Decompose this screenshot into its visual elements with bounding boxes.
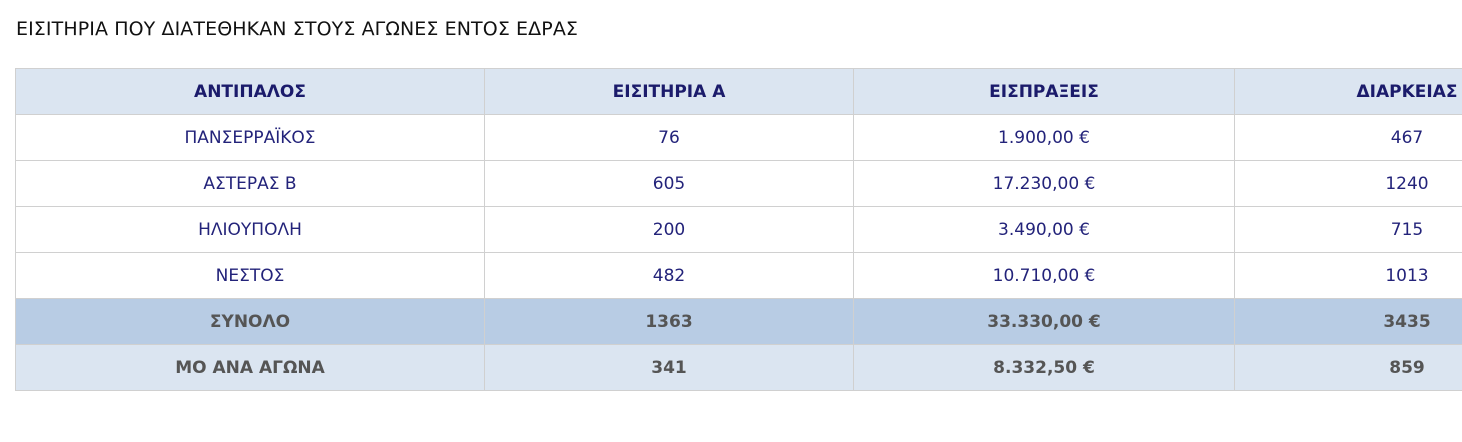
header-row: ΑΝΤΙΠΑΛΟΣ ΕΙΣΙΤΗΡΙΑ Α ΕΙΣΠΡΑΞΕΙΣ ΔΙΑΡΚΕΙΑΣ: [15, 68, 1462, 115]
cell: 10.710,00 €: [853, 252, 1235, 299]
cell: 715: [1234, 206, 1462, 253]
data-row: ΝΕΣΤΟΣ 482 10.710,00 €1013: [15, 252, 1462, 299]
cell: 3435: [1234, 298, 1462, 345]
cell: 1013: [1234, 252, 1462, 299]
total-row: ΣΥΝΟΛΟ 1363 33.330,00 €3435: [15, 298, 1462, 345]
cell: ΠΑΝΣΕΡΡΑΪΚΟΣ: [15, 114, 485, 161]
data-row: ΠΑΝΣΕΡΡΑΪΚΟΣ 76 1.900,00 €467: [15, 114, 1462, 161]
header-cell: ΕΙΣΙΤΗΡΙΑ Α: [484, 68, 854, 115]
data-row: ΗΛΙΟΥΠΟΛΗ 200 3.490,00 €715: [15, 206, 1462, 253]
cell: ΗΛΙΟΥΠΟΛΗ: [15, 206, 485, 253]
cell: 605: [484, 160, 854, 207]
average-row: ΜΟ ΑΝΑ ΑΓΩΝΑ 341 8.332,50 €859: [15, 344, 1462, 391]
cell: 1240: [1234, 160, 1462, 207]
cell: 8.332,50 €: [853, 344, 1235, 391]
cell: 76: [484, 114, 854, 161]
header-cell: ΔΙΑΡΚΕΙΑΣ: [1234, 68, 1462, 115]
cell: 859: [1234, 344, 1462, 391]
cell: 482: [484, 252, 854, 299]
cell: 1.900,00 €: [853, 114, 1235, 161]
cell: 467: [1234, 114, 1462, 161]
cell: 1363: [484, 298, 854, 345]
cell: 200: [484, 206, 854, 253]
header-cell: ΑΝΤΙΠΑΛΟΣ: [15, 68, 485, 115]
tickets-table: ΑΝΤΙΠΑΛΟΣ ΕΙΣΙΤΗΡΙΑ Α ΕΙΣΠΡΑΞΕΙΣ ΔΙΑΡΚΕΙΑΣ …: [15, 68, 1462, 391]
cell: 3.490,00 €: [853, 206, 1235, 253]
cell: ΜΟ ΑΝΑ ΑΓΩΝΑ: [15, 344, 485, 391]
cell: 33.330,00 €: [853, 298, 1235, 345]
data-row: ΑΣΤΕΡΑΣ Β 605 17.230,00 €1240: [15, 160, 1462, 207]
table-title: ΕΙΣΙΤΗΡΙΑ ΠΟΥ ΔΙΑΤΕΘΗΚΑΝ ΣΤΟΥΣ ΑΓΩΝΕΣ ΕΝ…: [16, 18, 579, 40]
header-cell: ΕΙΣΠΡΑΞΕΙΣ: [853, 68, 1235, 115]
cell: ΣΥΝΟΛΟ: [15, 298, 485, 345]
cell: 341: [484, 344, 854, 391]
cell: ΝΕΣΤΟΣ: [15, 252, 485, 299]
table-body: ΠΑΝΣΕΡΡΑΪΚΟΣ 76 1.900,00 €467 ΑΣΤΕΡΑΣ Β 605 1…: [15, 114, 1462, 391]
cell: ΑΣΤΕΡΑΣ Β: [15, 160, 485, 207]
cell: 17.230,00 €: [853, 160, 1235, 207]
table-container: ΑΝΤΙΠΑΛΟΣ ΕΙΣΙΤΗΡΙΑ Α ΕΙΣΠΡΑΞΕΙΣ ΔΙΑΡΚΕΙΑΣ …: [15, 68, 1462, 391]
